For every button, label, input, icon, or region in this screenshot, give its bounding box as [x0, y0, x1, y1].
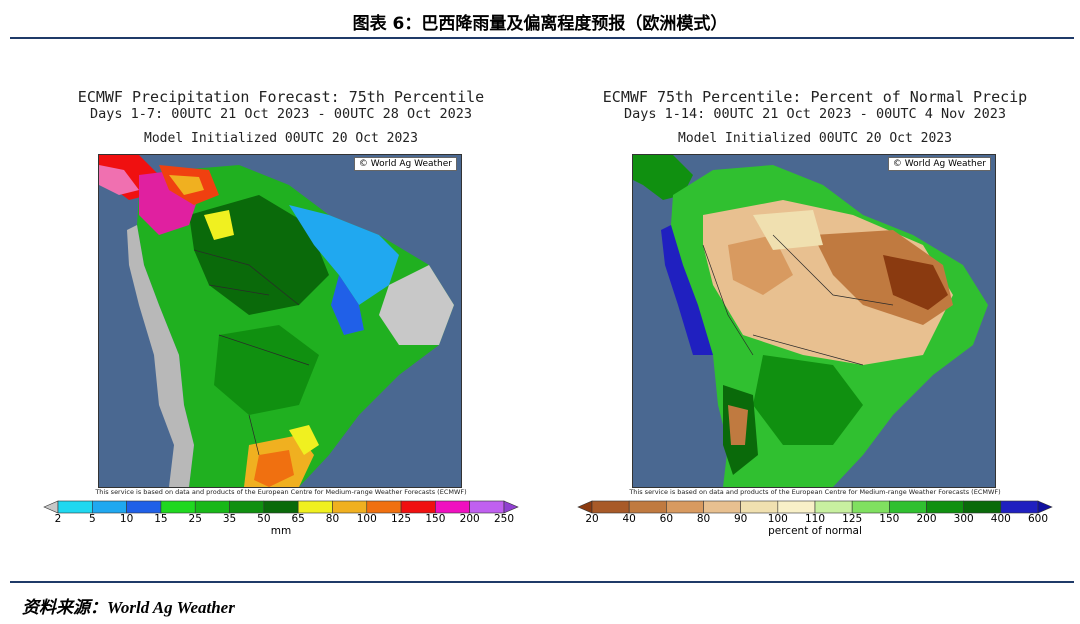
legend-tick-label: 5	[88, 513, 96, 525]
legend-tick-label: 125	[842, 513, 863, 525]
legend-tick-label: 65	[291, 513, 305, 525]
precip-legend-bar	[26, 500, 536, 514]
legend-swatch	[469, 500, 505, 514]
legend-high-arrow	[1037, 500, 1053, 514]
legend-tick-label: 2	[54, 513, 62, 525]
top-rule	[10, 37, 1074, 39]
legend-tick-label: 50	[257, 513, 271, 525]
precip-legend-ticks: 2 5 10 15 25 35 50 65 80 100 125 150 200 250	[26, 513, 536, 527]
precip-legend-graphic	[43, 500, 519, 514]
legend-swatch	[400, 500, 436, 514]
precip-map: © World Ag Weather	[98, 154, 462, 488]
map-credit: © World Ag Weather	[353, 157, 457, 171]
legend-tick-label: 300	[953, 513, 974, 525]
legend-tick-label: 110	[804, 513, 826, 525]
legend-tick-label: 250	[493, 513, 515, 525]
legend-swatch	[963, 500, 1002, 514]
map-subtitle-days: Days 1-7: 00UTC 21 Oct 2023 - 00UTC 28 O…	[89, 106, 472, 122]
legend-tick-label: 10	[119, 513, 134, 525]
legend-unit: mm	[270, 525, 292, 537]
legend-tick-label: 150	[879, 513, 900, 525]
legend-swatch	[435, 500, 470, 514]
percent-normal-map-graphic	[633, 155, 995, 487]
map-disclaimer: This service is based on data and produc…	[629, 488, 1001, 496]
legend-swatch	[366, 500, 402, 514]
legend-tick-label: 200	[459, 513, 480, 525]
legend-tick-label: 125	[391, 513, 412, 525]
legend-tick-label: 40	[622, 513, 636, 525]
legend-low-arrow	[43, 500, 59, 514]
legend-swatch	[703, 500, 741, 514]
legend-swatch	[229, 500, 265, 514]
map-model-initialized: Model Initialized 00UTC 20 Oct 2023	[144, 131, 418, 146]
legend-tick-label: 80	[325, 513, 340, 525]
legend-swatch	[297, 500, 333, 514]
legend-swatch	[851, 500, 890, 514]
legend-swatch	[126, 500, 162, 514]
legend-tick-label: 35	[222, 513, 237, 525]
map-disclaimer: This service is based on data and produc…	[95, 488, 467, 496]
legend-tick-label: 200	[916, 513, 937, 525]
legend-tick-label: 100	[767, 513, 788, 525]
legend-swatch	[160, 500, 196, 514]
legend-swatch	[666, 500, 704, 514]
legend-tick-label: 400	[990, 513, 1011, 525]
map-credit: © World Ag Weather	[887, 157, 991, 171]
legend-tick-label: 60	[659, 513, 674, 525]
percent-legend-bar	[560, 500, 1070, 514]
source-note: 资料来源：World Ag Weather	[22, 598, 235, 617]
legend-swatch	[92, 500, 127, 514]
legend-tick-label: 600	[1027, 513, 1049, 525]
legend-tick-label: 15	[154, 513, 168, 525]
legend-swatch	[889, 500, 927, 514]
legend-tick-label: 25	[188, 513, 202, 525]
legend-swatch	[332, 500, 368, 514]
legend-high-arrow	[503, 500, 519, 514]
legend-tick-label: 20	[585, 513, 599, 525]
legend-tick-label: 90	[733, 513, 748, 525]
legend-swatch	[740, 500, 779, 514]
legend-tick-label: 150	[425, 513, 446, 525]
legend-swatch	[194, 500, 230, 514]
percent-legend-graphic	[577, 500, 1053, 514]
percent-normal-panel: ECMWF 75th Percentile: Percent of Normal…	[560, 84, 1070, 544]
figure-title: 图表 6：巴西降雨量及偏离程度预报（欧洲模式）	[352, 14, 728, 34]
legend-swatch	[628, 500, 667, 514]
percent-legend-ticks: 20 40 60 80 90 100 110 125 150 200 300 400 600	[560, 513, 1070, 527]
legend-tick-label: 100	[356, 513, 377, 525]
bottom-rule	[10, 581, 1074, 583]
map-title: ECMWF 75th Percentile: Percent of Normal…	[602, 88, 1028, 106]
legend-swatch	[591, 500, 630, 514]
legend-swatch	[263, 500, 299, 514]
legend-swatch	[926, 500, 964, 514]
legend-unit: percent of normal	[768, 525, 862, 537]
legend-swatch	[1000, 500, 1039, 514]
map-subtitle-days: Days 1-14: 00UTC 21 Oct 2023 - 00UTC 4 N…	[623, 106, 1006, 122]
precip-forecast-panel: ECMWF Precipitation Forecast: 75th Perce…	[26, 84, 536, 544]
legend-tick-label: 80	[696, 513, 711, 525]
legend-swatch	[57, 500, 93, 514]
percent-normal-map: © World Ag Weather	[632, 154, 996, 488]
precip-map-graphic	[99, 155, 461, 487]
legend-swatch	[814, 500, 853, 514]
map-model-initialized: Model Initialized 00UTC 20 Oct 2023	[678, 131, 952, 146]
legend-swatch	[777, 500, 816, 514]
map-title: ECMWF Precipitation Forecast: 75th Perce…	[77, 88, 485, 106]
legend-low-arrow	[577, 500, 593, 514]
